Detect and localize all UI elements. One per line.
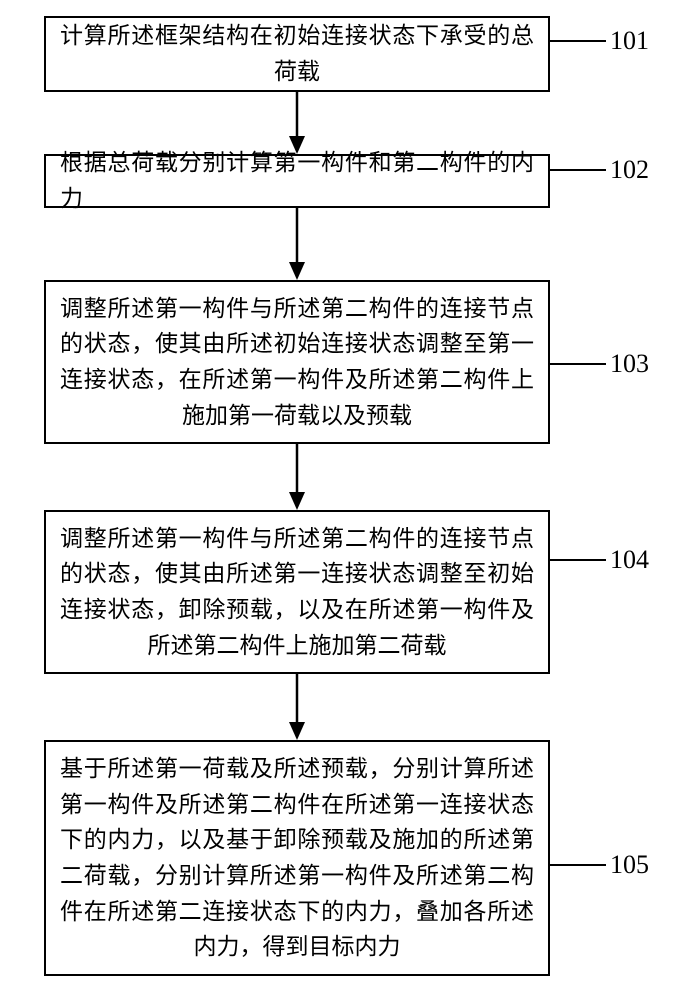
- leader-line-3: [550, 363, 606, 365]
- step-label-103: 103: [610, 349, 649, 379]
- step-label-101: 101: [610, 26, 649, 56]
- flowchart-canvas: 计算所述框架结构在初始连接状态下承受的总荷载 根据总荷载分别计算第一构件和第二构…: [0, 0, 685, 1000]
- flowchart-node-1-text: 计算所述框架结构在初始连接状态下承受的总荷载: [60, 18, 534, 89]
- flowchart-node-2-text: 根据总荷载分别计算第一构件和第二构件的内力: [60, 145, 534, 216]
- flowchart-node-2: 根据总荷载分别计算第一构件和第二构件的内力: [44, 154, 550, 208]
- arrow-1-icon: [289, 92, 305, 154]
- step-label-102: 102: [610, 155, 649, 185]
- leader-line-2: [550, 169, 606, 171]
- leader-line-4: [550, 559, 606, 561]
- flowchart-node-1: 计算所述框架结构在初始连接状态下承受的总荷载: [44, 16, 550, 92]
- leader-line-5: [550, 864, 606, 866]
- step-label-104: 104: [610, 545, 649, 575]
- arrow-3-icon: [289, 444, 305, 510]
- flowchart-node-4-text: 调整所述第一构件与所述第二构件的连接节点的状态，使其由所述第一连接状态调整至初始…: [60, 521, 534, 664]
- arrow-2-icon: [289, 208, 305, 280]
- flowchart-node-4: 调整所述第一构件与所述第二构件的连接节点的状态，使其由所述第一连接状态调整至初始…: [44, 510, 550, 674]
- step-label-105: 105: [610, 850, 649, 880]
- flowchart-node-3-text: 调整所述第一构件与所述第二构件的连接节点的状态，使其由所述初始连接状态调整至第一…: [60, 291, 534, 434]
- flowchart-node-3: 调整所述第一构件与所述第二构件的连接节点的状态，使其由所述初始连接状态调整至第一…: [44, 280, 550, 444]
- flowchart-node-5-text: 基于所述第一荷载及所述预载，分别计算所述第一构件及所述第二构件在所述第一连接状态…: [60, 751, 534, 965]
- arrow-4-icon: [289, 674, 305, 740]
- flowchart-node-5: 基于所述第一荷载及所述预载，分别计算所述第一构件及所述第二构件在所述第一连接状态…: [44, 740, 550, 976]
- leader-line-1: [550, 40, 606, 42]
